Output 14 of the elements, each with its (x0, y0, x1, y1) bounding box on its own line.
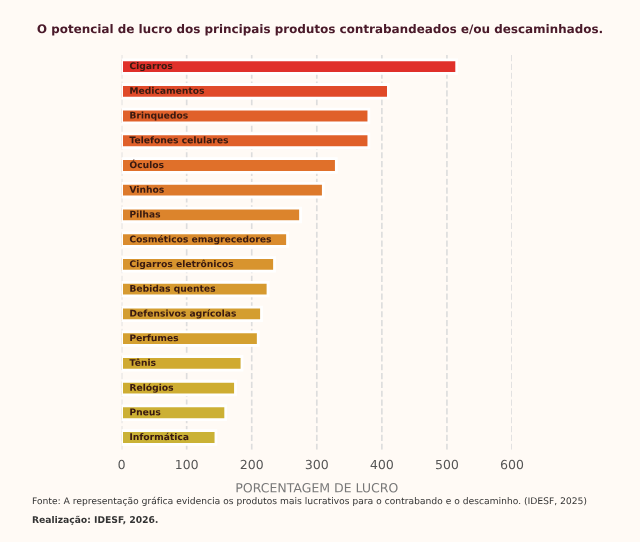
bar (121, 429, 218, 446)
bar (121, 330, 260, 347)
bar (121, 379, 237, 397)
bar (121, 355, 244, 372)
bar (121, 404, 228, 421)
bar (121, 107, 371, 125)
bar (121, 83, 390, 100)
bar (121, 132, 371, 149)
bar (121, 206, 302, 224)
bar (121, 182, 325, 199)
bar (121, 58, 459, 75)
bar (121, 157, 338, 174)
bar (121, 256, 276, 273)
bar (121, 231, 289, 248)
